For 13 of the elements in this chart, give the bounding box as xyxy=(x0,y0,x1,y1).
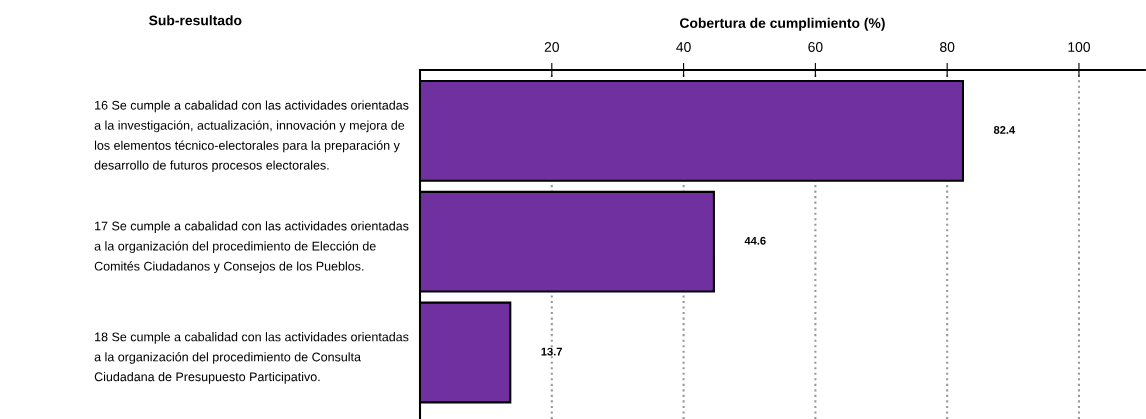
x-axis-title: Cobertura de cumplimiento (%) xyxy=(679,17,885,31)
y-tick-label: 18 Se cumple a cabalidad con las actividades orientadas a la organización del procedimiento de Consulta Ciudadana de Presupuesto Participativo. xyxy=(94,332,409,384)
x-tick-label: 20 xyxy=(544,42,559,52)
y-axis-title: Sub-resultado xyxy=(149,15,242,26)
data-label: 13.7 xyxy=(541,347,562,356)
x-tick-label: 60 xyxy=(808,42,823,52)
data-label: 44.6 xyxy=(744,236,766,245)
y-tick-label: 17 Se cumple a cabalidad con las actividades orientadas a la organización del procedimiento de Elección de Comités Ciudadanos y Consejos de los Pueblos. xyxy=(94,221,409,274)
y-tick-label: 16 Se cumple a cabalidad con las actividades orientadas a la investigación, actualización, innovación y mejora de los elementos técnico-electorales para la preparación y desarrollo de futuros procesos electorales. xyxy=(94,100,409,173)
x-tick-label: 80 xyxy=(940,42,955,52)
data-label: 82.4 xyxy=(993,126,1016,134)
x-tick-label: 100 xyxy=(1068,42,1090,52)
x-tick-label: 40 xyxy=(676,42,691,52)
